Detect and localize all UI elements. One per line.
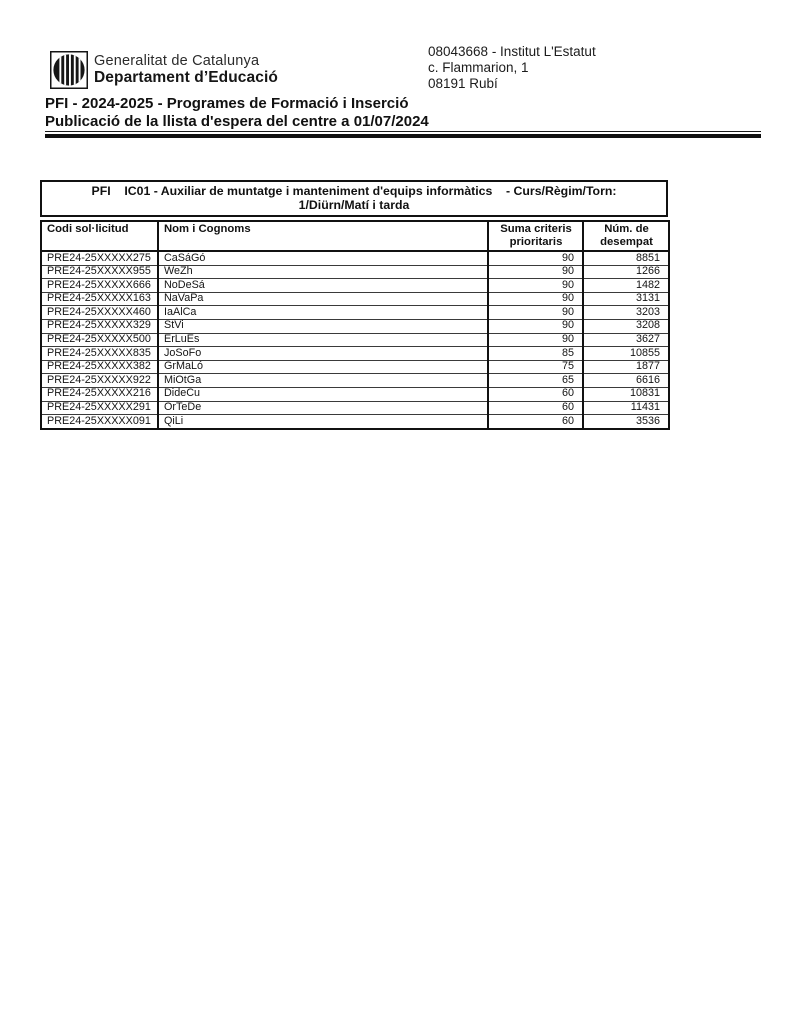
table-row: PRE24-25XXXXX163 NaVaPa 90 3131 bbox=[40, 291, 670, 306]
cell-num-desempat: 1877 bbox=[582, 359, 670, 374]
table-row: PRE24-25XXXXX291 OrTeDe 60 11431 bbox=[40, 400, 670, 415]
cell-nom-i-cognoms: NoDeSá bbox=[157, 278, 489, 293]
cell-suma-criteris: 65 bbox=[487, 373, 584, 388]
cell-nom-i-cognoms: QiLi bbox=[157, 414, 489, 429]
center-postal-city: 08191 Rubí bbox=[428, 76, 498, 91]
cell-codi-sollicitud: PRE24-25XXXXX275 bbox=[40, 250, 159, 266]
column-header-codi-sollicitud: Codi sol·licitud bbox=[40, 221, 159, 252]
cell-num-desempat: 3536 bbox=[582, 414, 670, 429]
cell-suma-criteris: 85 bbox=[487, 346, 584, 361]
cell-nom-i-cognoms: CaSáGó bbox=[157, 250, 489, 266]
cell-num-desempat: 10831 bbox=[582, 386, 670, 402]
cell-suma-criteris: 90 bbox=[487, 318, 584, 334]
org-name-line: Generalitat de Catalunya bbox=[94, 53, 260, 70]
table-row: PRE24-25XXXXX329 StVi 90 3208 bbox=[40, 318, 670, 334]
program-title: PFI - 2024-2025 - Programes de Formació … bbox=[45, 95, 409, 112]
table-header-row: Codi sol·licitud Nom i Cognoms Suma crit… bbox=[40, 221, 670, 252]
table-row: PRE24-25XXXXX382 GrMaLó 75 1877 bbox=[40, 359, 670, 374]
table-row: PRE24-25XXXXX500 ErLuEs 90 3627 bbox=[40, 332, 670, 347]
cell-num-desempat: 11431 bbox=[582, 400, 670, 415]
cell-num-desempat: 8851 bbox=[582, 250, 670, 266]
separator-rule-thick bbox=[45, 134, 761, 138]
cell-num-desempat: 1266 bbox=[582, 264, 670, 279]
cell-codi-sollicitud: PRE24-25XXXXX329 bbox=[40, 318, 159, 334]
table-row: PRE24-25XXXXX955 WeZh 90 1266 bbox=[40, 264, 670, 279]
table-row: PRE24-25XXXXX835 JoSoFo 85 10855 bbox=[40, 346, 670, 361]
cell-codi-sollicitud: PRE24-25XXXXX922 bbox=[40, 373, 159, 388]
cell-codi-sollicitud: PRE24-25XXXXX835 bbox=[40, 346, 159, 361]
cell-suma-criteris: 60 bbox=[487, 414, 584, 429]
cell-codi-sollicitud: PRE24-25XXXXX091 bbox=[40, 414, 159, 429]
cell-suma-criteris: 90 bbox=[487, 332, 584, 347]
cell-suma-criteris: 90 bbox=[487, 305, 584, 320]
column-header-nom-i-cognoms: Nom i Cognoms bbox=[157, 221, 489, 252]
cell-num-desempat: 6616 bbox=[582, 373, 670, 388]
center-info-block: 08043668 - Institut L'Estatut c. Flammar… bbox=[428, 44, 596, 92]
cell-codi-sollicitud: PRE24-25XXXXX216 bbox=[40, 386, 159, 402]
generalitat-logo-icon bbox=[50, 51, 88, 89]
letterhead: Generalitat de Catalunya Departament d’E… bbox=[50, 51, 278, 89]
cell-codi-sollicitud: PRE24-25XXXXX382 bbox=[40, 359, 159, 374]
cell-nom-i-cognoms: ErLuEs bbox=[157, 332, 489, 347]
cell-nom-i-cognoms: OrTeDe bbox=[157, 400, 489, 415]
table-row: PRE24-25XXXXX666 NoDeSá 90 1482 bbox=[40, 278, 670, 293]
cell-nom-i-cognoms: DideCu bbox=[157, 386, 489, 402]
cell-codi-sollicitud: PRE24-25XXXXX460 bbox=[40, 305, 159, 320]
table-row: PRE24-25XXXXX460 IaAlCa 90 3203 bbox=[40, 305, 670, 320]
cell-codi-sollicitud: PRE24-25XXXXX666 bbox=[40, 278, 159, 293]
cell-num-desempat: 3627 bbox=[582, 332, 670, 347]
department-name-line: Departament d’Educació bbox=[94, 69, 278, 87]
cell-suma-criteris: 90 bbox=[487, 291, 584, 306]
table-row: PRE24-25XXXXX922 MiOtGa 65 6616 bbox=[40, 373, 670, 388]
cell-num-desempat: 3131 bbox=[582, 291, 670, 306]
course-title-line2: 1/Diürn/Matí i tarda bbox=[298, 198, 410, 212]
waitlist-section: PFI IC01 - Auxiliar de muntatge i manten… bbox=[40, 180, 670, 430]
column-header-suma-criteris: Suma criteris prioritaris bbox=[487, 221, 584, 252]
cell-codi-sollicitud: PRE24-25XXXXX163 bbox=[40, 291, 159, 306]
publication-title: Publicació de la llista d'espera del cen… bbox=[45, 112, 429, 130]
document-titles: PFI - 2024-2025 - Programes de Formació … bbox=[45, 95, 429, 130]
cell-suma-criteris: 90 bbox=[487, 278, 584, 293]
cell-suma-criteris: 60 bbox=[487, 400, 584, 415]
cell-num-desempat: 3203 bbox=[582, 305, 670, 320]
center-address: c. Flammarion, 1 bbox=[428, 60, 529, 75]
waitlist-table-body: PRE24-25XXXXX275 CaSáGó 90 8851 PRE24-25XXXX… bbox=[40, 250, 670, 429]
cell-num-desempat: 3208 bbox=[582, 318, 670, 334]
cell-num-desempat: 1482 bbox=[582, 278, 670, 293]
table-row: PRE24-25XXXXX091 QiLi 60 3536 bbox=[40, 414, 670, 429]
cell-codi-sollicitud: PRE24-25XXXXX500 bbox=[40, 332, 159, 347]
cell-nom-i-cognoms: StVi bbox=[157, 318, 489, 334]
separator-rule-thin bbox=[45, 131, 761, 132]
cell-nom-i-cognoms: MiOtGa bbox=[157, 373, 489, 388]
cell-codi-sollicitud: PRE24-25XXXXX291 bbox=[40, 400, 159, 415]
cell-nom-i-cognoms: NaVaPa bbox=[157, 291, 489, 306]
cell-suma-criteris: 75 bbox=[487, 359, 584, 374]
cell-nom-i-cognoms: JoSoFo bbox=[157, 346, 489, 361]
column-header-num-desempat: Núm. de desempat bbox=[582, 221, 670, 252]
organization-name: Generalitat de Catalunya Departament d’E… bbox=[94, 53, 278, 87]
table-row: PRE24-25XXXXX275 CaSáGó 90 8851 bbox=[40, 250, 670, 266]
center-code-and-name: 08043668 - Institut L'Estatut bbox=[428, 44, 596, 59]
cell-nom-i-cognoms: WeZh bbox=[157, 264, 489, 279]
course-title-line1: PFI IC01 - Auxiliar de muntatge i manten… bbox=[91, 184, 617, 198]
table-row: PRE24-25XXXXX216 DideCu 60 10831 bbox=[40, 386, 670, 402]
cell-num-desempat: 10855 bbox=[582, 346, 670, 361]
cell-suma-criteris: 60 bbox=[487, 386, 584, 402]
cell-codi-sollicitud: PRE24-25XXXXX955 bbox=[40, 264, 159, 279]
cell-suma-criteris: 90 bbox=[487, 250, 584, 266]
cell-suma-criteris: 90 bbox=[487, 264, 584, 279]
cell-nom-i-cognoms: IaAlCa bbox=[157, 305, 489, 320]
course-title-box: PFI IC01 - Auxiliar de muntatge i manten… bbox=[40, 180, 668, 217]
cell-nom-i-cognoms: GrMaLó bbox=[157, 359, 489, 374]
waitlist-table: Codi sol·licitud Nom i Cognoms Suma crit… bbox=[40, 220, 670, 430]
